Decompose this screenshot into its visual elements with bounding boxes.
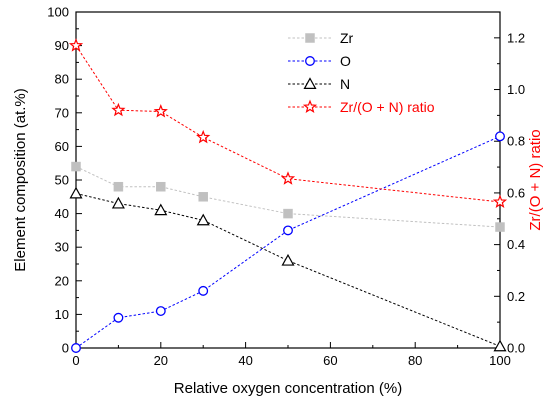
data-point-2	[196, 213, 210, 226]
data-point-1	[71, 343, 81, 353]
y-tick-label: 20	[55, 273, 69, 288]
y-tick-label: 10	[55, 307, 69, 322]
y-axis-label: Element composition (at.%)	[12, 88, 29, 271]
x-tick-label: 40	[238, 353, 252, 368]
legend-marker-3	[302, 99, 318, 114]
x-axis-label: Relative oxygen concentration (%)	[174, 380, 402, 397]
data-point-2	[281, 253, 295, 266]
data-point-2	[154, 203, 168, 216]
data-point-0	[71, 161, 81, 172]
data-point-1	[155, 306, 166, 316]
data-point-2	[493, 339, 507, 352]
data-point-1	[198, 285, 209, 296]
series-line-1	[75, 135, 501, 349]
x-tick-label: 80	[408, 353, 422, 368]
series-line-2	[75, 192, 501, 347]
y-tick-label: 50	[55, 173, 69, 188]
data-point-0	[283, 208, 293, 219]
x-tick-label: 100	[489, 353, 511, 368]
y-tick-label: 90	[55, 38, 69, 53]
y2-tick-label: 1.0	[507, 82, 525, 97]
data-point-1	[283, 225, 293, 236]
y2-tick-label: 0.4	[507, 237, 525, 252]
x-tick-label: 0	[72, 353, 79, 368]
data-point-1	[113, 312, 124, 323]
legend-label: O	[340, 53, 351, 69]
data-point-3	[68, 38, 84, 52]
y2-tick-label: 0.8	[507, 134, 525, 149]
series-line-3	[75, 45, 501, 203]
y-tick-label: 70	[55, 105, 69, 120]
data-point-2	[69, 186, 83, 199]
data-point-2	[111, 196, 125, 209]
x-tick-label: 60	[323, 353, 337, 368]
data-point-0	[113, 181, 124, 192]
data-point-3	[153, 104, 168, 118]
y2-tick-label: 0.2	[507, 289, 525, 304]
x-tick-label: 20	[154, 353, 168, 368]
legend-marker-1	[305, 56, 315, 66]
data-point-3	[492, 194, 508, 208]
legend-label: N	[340, 76, 350, 92]
data-point-3	[196, 129, 211, 144]
y-tick-label: 40	[55, 206, 69, 221]
data-point-3	[280, 171, 296, 185]
data-point-0	[156, 181, 166, 192]
data-point-0	[495, 222, 505, 232]
data-point-3	[111, 102, 126, 117]
data-point-0	[198, 192, 208, 202]
y-tick-label: 80	[55, 72, 69, 87]
y2-tick-label: 1.2	[507, 30, 525, 45]
legend-marker-2	[303, 77, 317, 89]
legend-label: Zr/(O + N) ratio	[340, 99, 435, 115]
y2-tick-label: 0.0	[507, 341, 525, 356]
legend-label: Zr	[340, 30, 354, 46]
y-tick-label: 60	[55, 139, 69, 154]
legend-marker-0	[305, 33, 315, 43]
y-tick-label: 0	[62, 341, 69, 356]
y2-tick-label: 0.6	[507, 185, 525, 200]
data-point-1	[495, 131, 505, 142]
y-tick-label: 30	[55, 240, 69, 255]
y2-axis-label: Zr/(O + N) ratio	[527, 129, 544, 230]
y-tick-label: 100	[47, 5, 69, 20]
